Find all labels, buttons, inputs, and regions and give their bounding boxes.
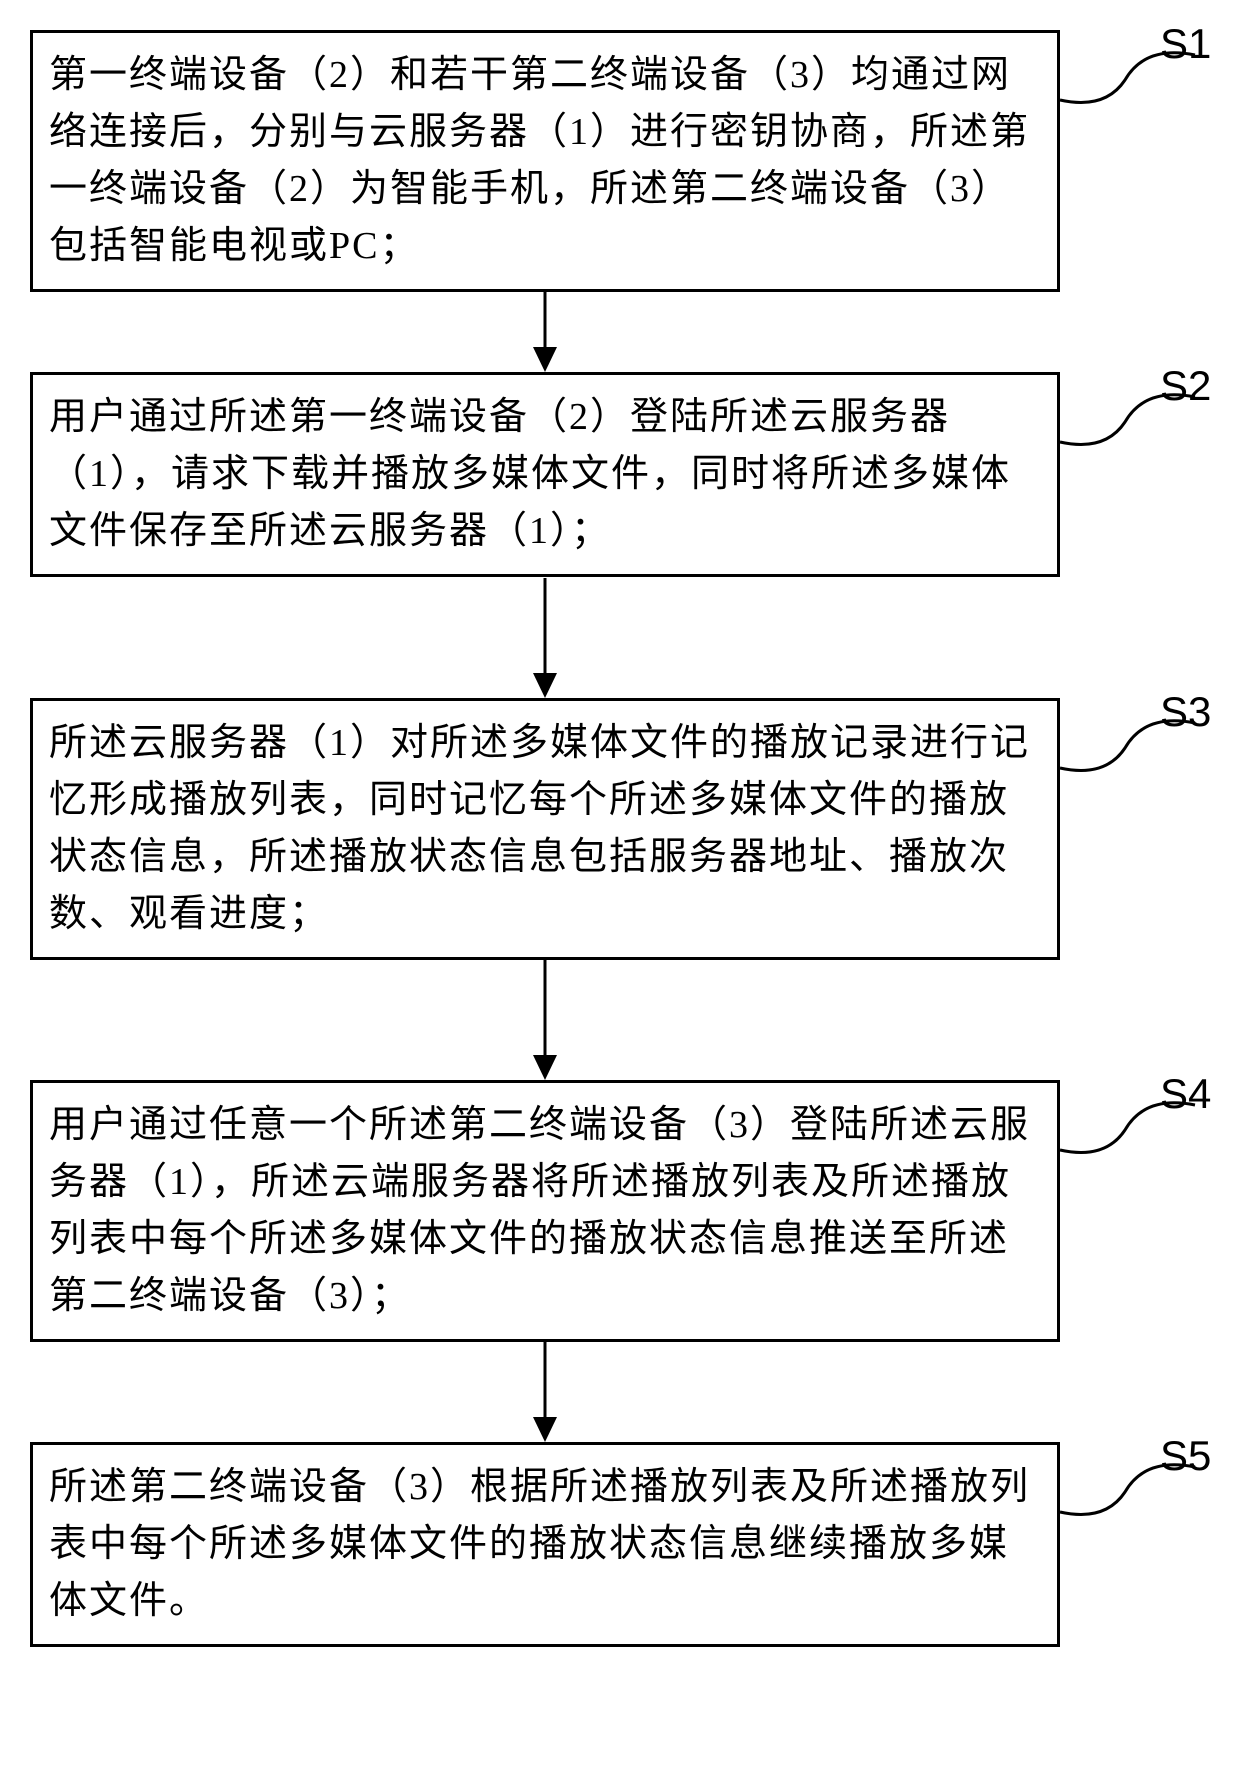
step-label-s2: S2 xyxy=(1160,362,1211,410)
step-text-s3: 所述云服务器（1）对所述多媒体文件的播放记录进行记忆形成播放列表，同时记忆每个所… xyxy=(49,715,1041,943)
arrow-s4-s5 xyxy=(30,1342,1060,1442)
step-text-s1: 第一终端设备（2）和若干第二终端设备（3）均通过网络连接后，分别与云服务器（1）… xyxy=(49,47,1041,275)
step-label-s4: S4 xyxy=(1160,1070,1211,1118)
step-text-s4: 用户通过任意一个所述第二终端设备（3）登陆所述云服务器（1），所述云端服务器将所… xyxy=(49,1097,1041,1325)
step-label-s5: S5 xyxy=(1160,1432,1211,1480)
step-box-s2: 用户通过所述第一终端设备（2）登陆所述云服务器（1），请求下载并播放多媒体文件，… xyxy=(30,372,1060,577)
arrow-s3-s4 xyxy=(30,960,1060,1080)
step-box-s4: 用户通过任意一个所述第二终端设备（3）登陆所述云服务器（1），所述云端服务器将所… xyxy=(30,1080,1060,1342)
step-box-s3: 所述云服务器（1）对所述多媒体文件的播放记录进行记忆形成播放列表，同时记忆每个所… xyxy=(30,698,1060,960)
arrow-s2-s3 xyxy=(30,578,1060,698)
step-box-s5: 所述第二终端设备（3）根据所述播放列表及所述播放列表中每个所述多媒体文件的播放状… xyxy=(30,1442,1060,1647)
step-label-s1: S1 xyxy=(1160,20,1211,68)
step-box-s1: 第一终端设备（2）和若干第二终端设备（3）均通过网络连接后，分别与云服务器（1）… xyxy=(30,30,1060,292)
arrow-s1-s2 xyxy=(30,292,1060,372)
step-label-s3: S3 xyxy=(1160,688,1211,736)
step-text-s2: 用户通过所述第一终端设备（2）登陆所述云服务器（1），请求下载并播放多媒体文件，… xyxy=(49,389,1041,560)
step-text-s5: 所述第二终端设备（3）根据所述播放列表及所述播放列表中每个所述多媒体文件的播放状… xyxy=(49,1459,1041,1630)
